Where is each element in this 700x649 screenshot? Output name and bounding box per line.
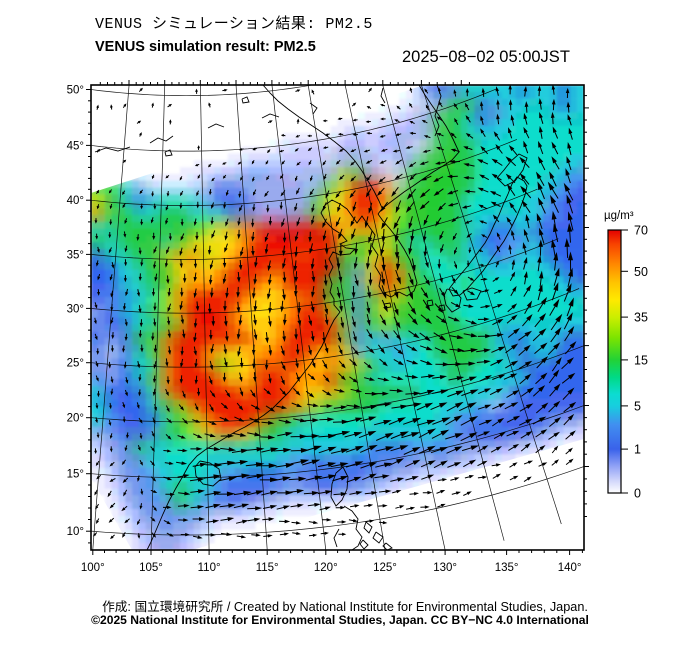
svg-text:30°: 30°: [67, 303, 84, 315]
svg-text:µg/m³: µg/m³: [604, 210, 634, 222]
svg-text:105°: 105°: [139, 562, 163, 574]
svg-text:125°: 125°: [373, 562, 397, 574]
svg-text:135°: 135°: [495, 562, 519, 574]
svg-text:20°: 20°: [67, 413, 84, 425]
svg-text:50°: 50°: [67, 85, 84, 97]
svg-text:120°: 120°: [314, 562, 338, 574]
svg-text:140°: 140°: [558, 562, 582, 574]
svg-text:25°: 25°: [67, 358, 84, 370]
svg-text:35°: 35°: [67, 249, 84, 261]
svg-text:40°: 40°: [67, 195, 84, 207]
svg-text:45°: 45°: [67, 140, 84, 152]
svg-text:115°: 115°: [256, 562, 279, 574]
svg-text:15°: 15°: [67, 469, 84, 481]
svg-text:10°: 10°: [67, 526, 84, 538]
svg-text:15: 15: [634, 353, 648, 367]
svg-text:5: 5: [634, 399, 641, 413]
svg-text:50: 50: [634, 265, 648, 279]
svg-text:35: 35: [634, 311, 648, 325]
svg-text:0: 0: [634, 487, 641, 501]
svg-text:130°: 130°: [433, 562, 457, 574]
svg-text:70: 70: [634, 224, 648, 238]
svg-text:1: 1: [634, 443, 641, 457]
svg-text:100°: 100°: [81, 562, 105, 574]
svg-text:110°: 110°: [198, 562, 221, 574]
